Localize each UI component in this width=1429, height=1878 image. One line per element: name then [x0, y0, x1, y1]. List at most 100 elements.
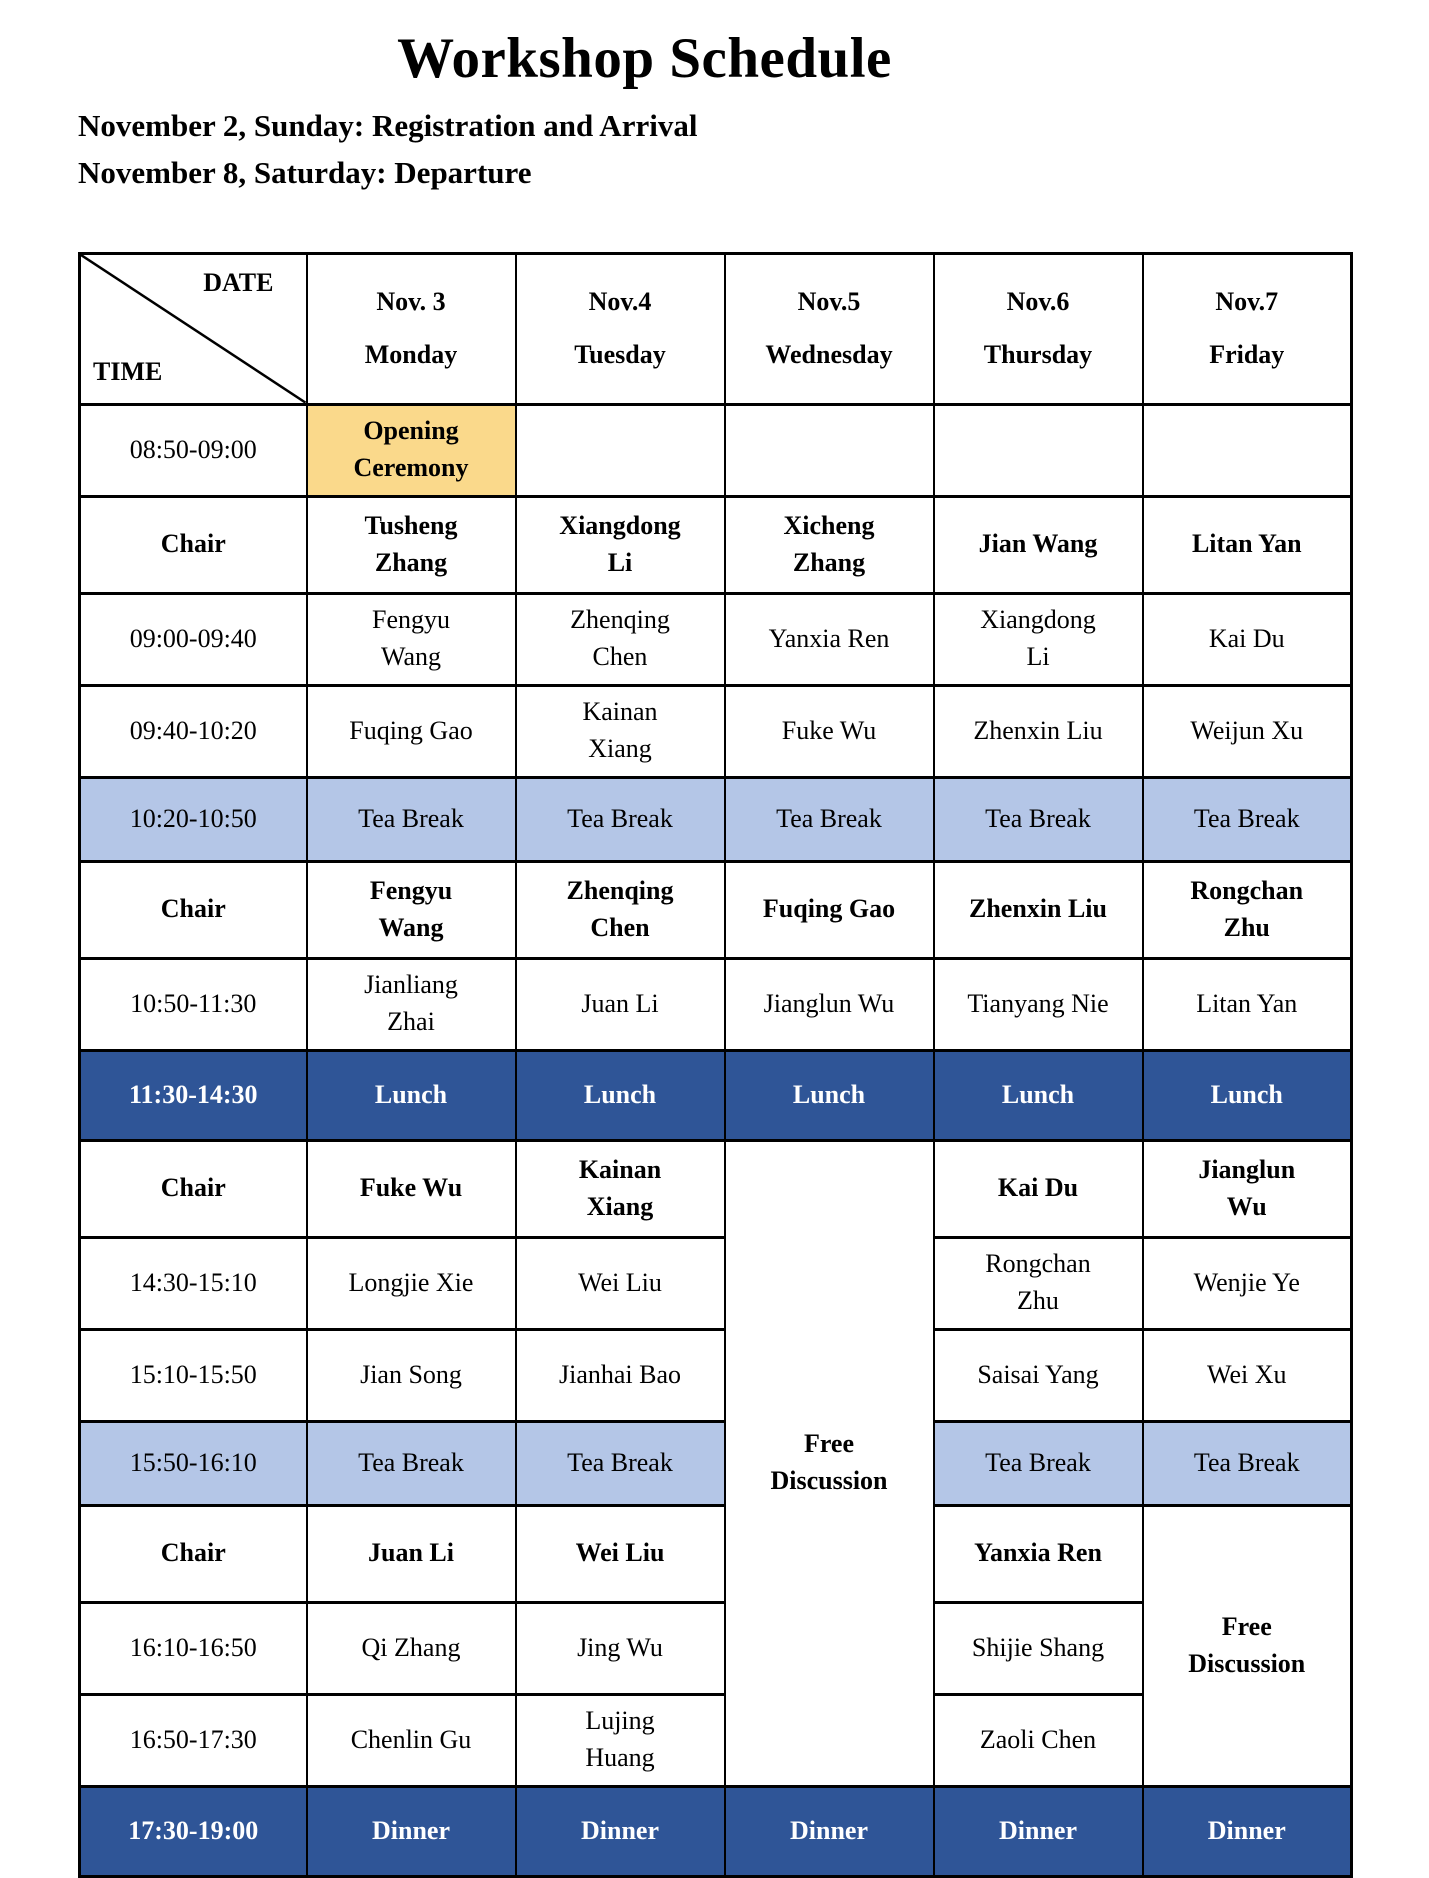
table-row: 16:10-16:50 Qi Zhang Jing Wu Shijie Shan… [78, 1600, 1352, 1696]
tea-break-cell: Tea Break [305, 775, 517, 863]
session-cell: Fuqing Gao [305, 683, 517, 779]
chair-name-cell: Zhenqing Chen [514, 859, 726, 960]
time-cell: 16:10-16:50 [78, 1600, 308, 1696]
time-cell: 11:30-14:30 [78, 1048, 308, 1142]
chair-name-cell: Fuke Wu [305, 1138, 517, 1239]
opening-ceremony-cell: Opening Ceremony [305, 402, 517, 498]
chair-name-cell: Zhenxin Liu [932, 859, 1144, 960]
session-cell: Zaoli Chen [932, 1692, 1144, 1788]
tea-break-cell: Tea Break [514, 1419, 726, 1507]
chair-name-cell: Xicheng Zhang [723, 494, 935, 595]
day-name: Thursday [983, 339, 1093, 369]
chair-name-cell: Tusheng Zhang [305, 494, 517, 595]
tea-break-cell: Tea Break [723, 775, 935, 863]
day-header-friday: Nov.7 Friday [1141, 252, 1353, 406]
session-cell: Xiangdong Li [932, 591, 1144, 687]
tea-break-row: 15:50-16:10 Tea Break Tea Break Tea Brea… [78, 1419, 1353, 1507]
session-cell: Zhenqing Chen [514, 591, 726, 687]
chair-name-cell: Kai Du [932, 1138, 1144, 1239]
time-cell: 16:50-17:30 [78, 1692, 308, 1788]
day-header-wednesday: Nov.5 Wednesday [723, 252, 935, 406]
day-date: Nov.5 [797, 286, 861, 316]
chair-label-cell: Chair [78, 1503, 308, 1604]
chair-name-cell: Jianglun Wu [1141, 1138, 1353, 1239]
chair-row: Chair Juan Li Wei Liu Yanxia Ren Free Di… [78, 1503, 1353, 1788]
dinner-cell: Dinner [932, 1784, 1144, 1878]
session-cell: Kainan Xiang [514, 683, 726, 779]
time-cell: 15:50-16:10 [78, 1419, 308, 1507]
time-cell: 10:50-11:30 [78, 956, 308, 1052]
time-cell: 09:40-10:20 [78, 683, 308, 779]
schedule-table: DATE TIME Nov. 3 Monday Nov.4 Tuesday Nov.… [78, 252, 1353, 1878]
tea-break-row: 10:20-10:50 Tea Break Tea Break Tea Brea… [78, 775, 1353, 863]
subtitle-departure: November 8, Saturday: Departure [78, 154, 532, 190]
notes-block: November 2, Sunday: Registration and Arr… [78, 103, 1429, 196]
empty-cell [723, 402, 935, 498]
session-cell: Rongchan Zhu [932, 1235, 1144, 1331]
table-row: 15:10-15:50 Jian Song Jianhai Bao Saisai… [78, 1327, 1353, 1423]
chair-row: Chair Fuke Wu Kainan Xiang Free Discussi… [78, 1138, 1353, 1788]
session-cell: Fuke Wu [723, 683, 935, 779]
session-cell: Longjie Xie [305, 1235, 517, 1331]
free-discussion-cell: Free Discussion [723, 1138, 935, 1788]
day-name: Monday [364, 339, 458, 369]
session-cell: Litan Yan [1141, 956, 1353, 1052]
session-cell: Wei Liu [514, 1235, 726, 1331]
session-cell: Jing Wu [514, 1600, 726, 1696]
tea-break-cell: Tea Break [932, 775, 1144, 863]
day-name: Friday [1209, 339, 1285, 369]
time-cell: 15:10-15:50 [78, 1327, 308, 1423]
corner-date-time-cell: DATE TIME [78, 252, 308, 406]
table-row: 10:50-11:30 Jianliang Zhai Juan Li Jiang… [78, 956, 1353, 1052]
session-cell: Jian Song [305, 1327, 517, 1423]
chair-name-cell: Yanxia Ren [932, 1503, 1144, 1604]
day-date: Nov.7 [1215, 286, 1279, 316]
chair-name-cell: Jian Wang [932, 494, 1144, 595]
table-row: 08:50-09:00 Opening Ceremony [78, 402, 1353, 498]
day-date: Nov.4 [588, 286, 652, 316]
session-cell: Wenjie Ye [1141, 1235, 1353, 1331]
time-cell: 14:30-15:10 [78, 1235, 308, 1331]
chair-label-cell: Chair [78, 494, 308, 595]
session-cell: Jianhai Bao [514, 1327, 726, 1423]
page-title: Workshop Schedule [397, 27, 892, 90]
tea-break-cell: Tea Break [932, 1419, 1144, 1507]
chair-name-cell: Wei Liu [514, 1503, 726, 1604]
time-cell: 10:20-10:50 [78, 775, 308, 863]
chair-name-cell: Juan Li [305, 1503, 517, 1604]
time-cell: 17:30-19:00 [78, 1784, 308, 1878]
chair-row: Chair Fengyu Wang Zhenqing Chen Fuqing G… [78, 859, 1353, 960]
time-cell: 08:50-09:00 [78, 402, 308, 498]
lunch-cell: Lunch [932, 1048, 1144, 1142]
chair-name-cell: Rongchan Zhu [1141, 859, 1353, 960]
dinner-cell: Dinner [305, 1784, 517, 1878]
day-date: Nov.6 [1006, 286, 1070, 316]
tea-break-cell: Tea Break [514, 775, 726, 863]
time-cell: 09:00-09:40 [78, 591, 308, 687]
chair-name-cell: Fuqing Gao [723, 859, 935, 960]
tea-break-cell: Tea Break [305, 1419, 517, 1507]
lunch-cell: Lunch [514, 1048, 726, 1142]
session-cell: Wei Xu [1141, 1327, 1353, 1423]
chair-name-cell: Fengyu Wang [305, 859, 517, 960]
day-header-tuesday: Nov.4 Tuesday [514, 252, 726, 406]
empty-cell [932, 402, 1144, 498]
date-label: DATE [203, 268, 274, 297]
day-header-monday: Nov. 3 Monday [305, 252, 517, 406]
subtitle-registration-arrival: November 2, Sunday: Registration and Arr… [78, 108, 698, 143]
tea-break-cell: Tea Break [1141, 1419, 1353, 1507]
lunch-row: 11:30-14:30 Lunch Lunch Lunch Lunch Lunc… [78, 1048, 1353, 1142]
session-cell: Fengyu Wang [305, 591, 517, 687]
free-discussion-cell: Free Discussion [1141, 1503, 1353, 1788]
empty-cell [514, 402, 726, 498]
dinner-row: 17:30-19:00 Dinner Dinner Dinner Dinner … [78, 1784, 1353, 1878]
tea-break-cell: Tea Break [1141, 775, 1353, 863]
table-row: 16:50-17:30 Chenlin Gu Lujing Huang Zaol… [78, 1692, 1352, 1788]
empty-cell [1141, 402, 1353, 498]
session-cell: Shijie Shang [932, 1600, 1144, 1696]
session-cell: Qi Zhang [305, 1600, 517, 1696]
dinner-cell: Dinner [514, 1784, 726, 1878]
chair-name-cell: Xiangdong Li [514, 494, 726, 595]
chair-name-cell: Kainan Xiang [514, 1138, 726, 1239]
